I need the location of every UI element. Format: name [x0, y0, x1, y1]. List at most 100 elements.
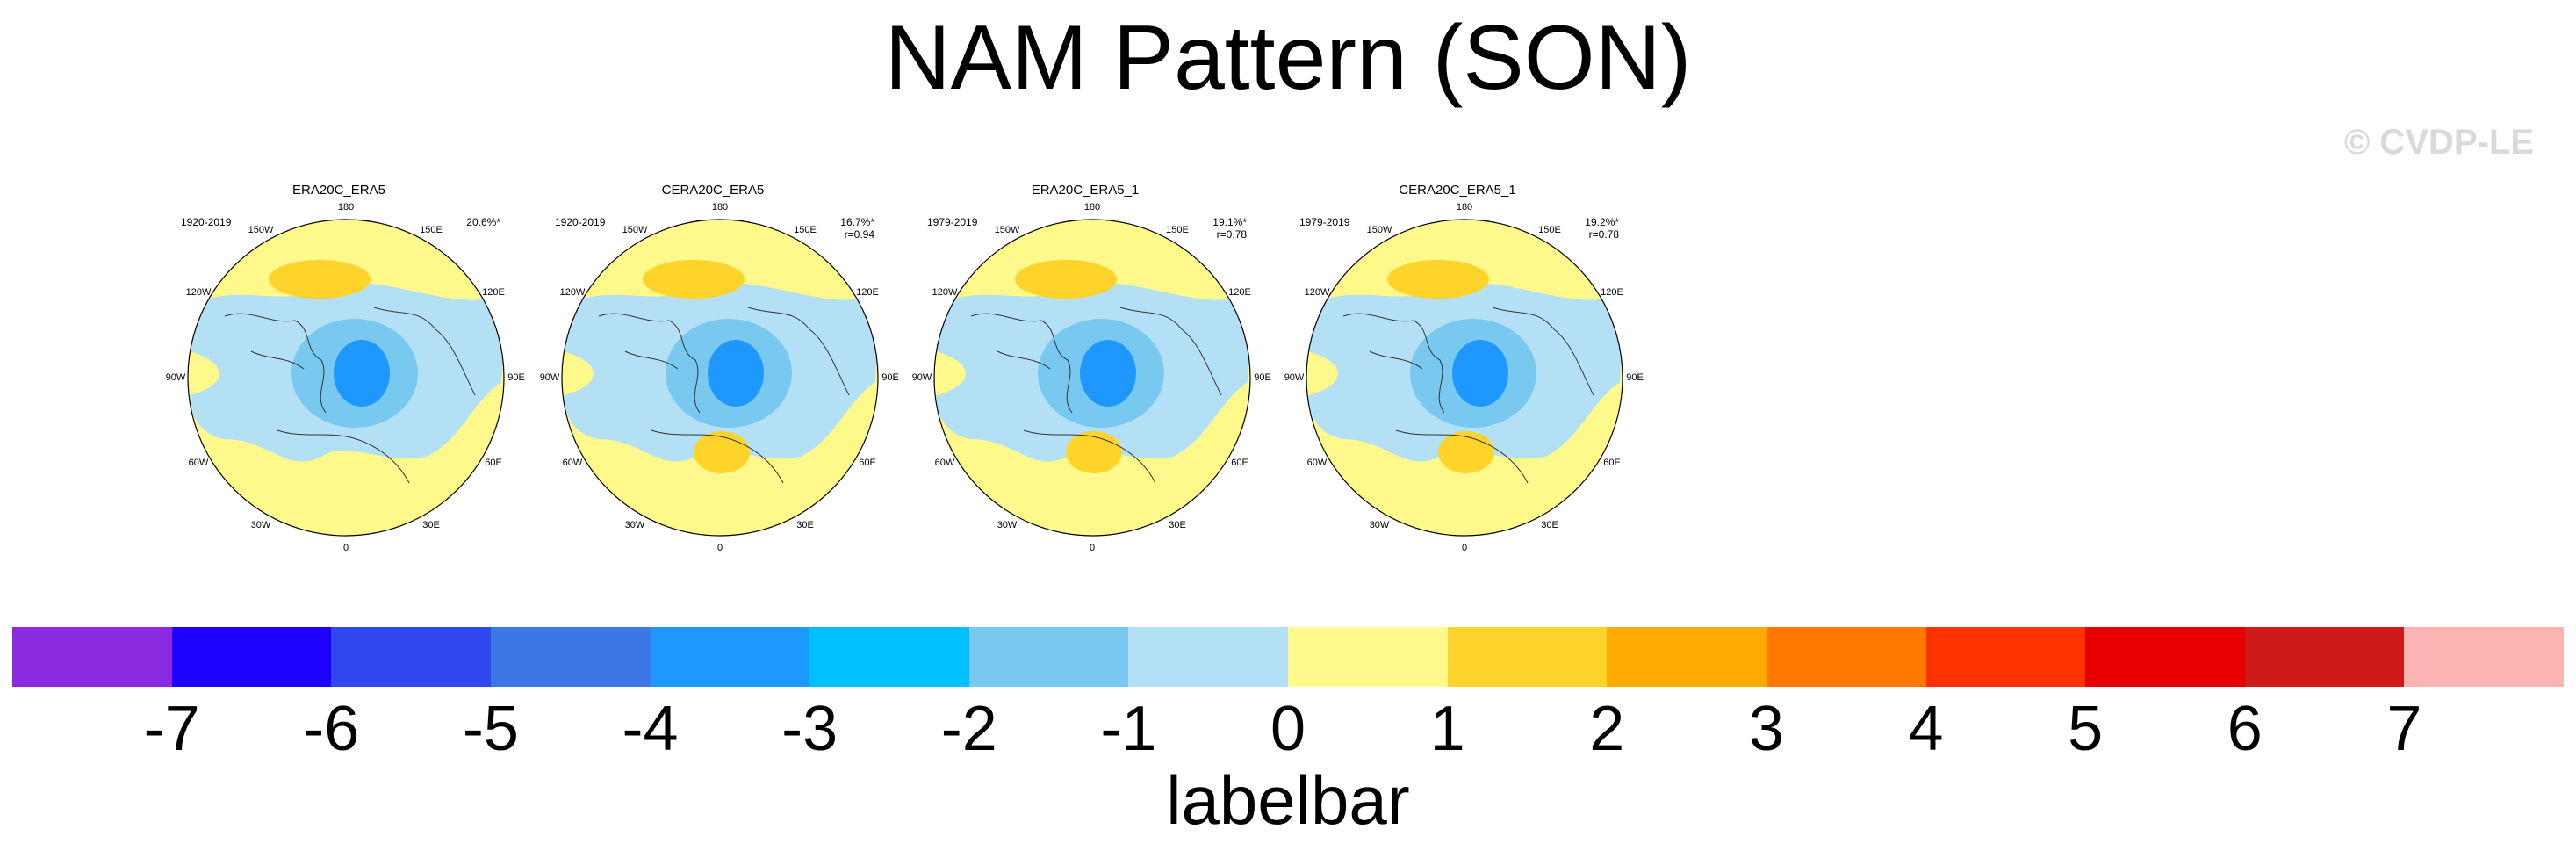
panel-period: 1979-2019: [927, 216, 978, 228]
pattern-correlation: r=0.78: [1588, 228, 1619, 241]
colorbar-tick-label: -4: [622, 694, 679, 764]
longitude-label: 150E: [420, 224, 443, 235]
pattern-correlation: r=0.78: [1216, 228, 1247, 241]
longitude-label: 90W: [165, 372, 186, 383]
longitude-label: 150W: [248, 224, 274, 235]
longitude-label: 120E: [1228, 287, 1251, 298]
longitude-label: 30E: [422, 520, 440, 530]
longitude-label: 180: [711, 202, 729, 213]
negative-anomaly-core: [1080, 340, 1136, 407]
colorbar-tick-label: -3: [781, 694, 838, 764]
longitude-label: 30W: [997, 520, 1018, 530]
map-panel: ERA20C_ERA5_1 1979-2019 19.1%* r=0.78 180 150…: [912, 176, 1287, 553]
panel-stats: 19.1%* r=0.78: [1212, 216, 1247, 241]
colorbar-tick-label: 5: [2068, 694, 2104, 764]
longitude-label: 150W: [1366, 224, 1392, 235]
panel-title: CERA20C_ERA5: [661, 183, 765, 198]
colorbar-segment: [490, 627, 651, 687]
colorbar-tick-label: 1: [1429, 694, 1465, 764]
colorbar-tick-label: 7: [2386, 694, 2422, 764]
map-boundary: [187, 219, 505, 537]
map-boundary: [933, 219, 1251, 537]
longitude-label: 120E: [1601, 287, 1623, 298]
explained-variance: 20.6%*: [466, 216, 500, 228]
longitude-label: 150W: [994, 224, 1020, 235]
panel-title: ERA20C_ERA5: [292, 183, 385, 198]
positive-anomaly-region: [643, 260, 745, 299]
longitude-label: 60W: [934, 458, 955, 468]
longitude-label: 120E: [482, 287, 505, 298]
map-panel: CERA20C_ERA5_1 1979-2019 19.2%* r=0.78 180 15…: [1284, 176, 1659, 553]
colorbar-segment: [2244, 627, 2405, 687]
panel-title: ERA20C_ERA5_1: [1031, 183, 1140, 198]
positive-anomaly-region: [1066, 431, 1122, 473]
colorbar-tick-label: 6: [2227, 694, 2263, 764]
longitude-label: 30E: [796, 520, 814, 530]
longitude-label: 30W: [250, 520, 271, 530]
negative-anomaly-core: [708, 340, 764, 407]
colorbar-tick-label: -5: [462, 694, 519, 764]
longitude-label: 90E: [507, 372, 525, 383]
colorbar-tick-label: -6: [303, 694, 360, 764]
longitude-label: 150W: [622, 224, 648, 235]
longitude-label: 180: [337, 202, 355, 213]
colorbar-segment: [1766, 627, 1926, 687]
longitude-label: 60E: [485, 458, 502, 468]
coastline: [970, 307, 1222, 484]
figure-title: NAM Pattern (SON): [884, 7, 1692, 109]
colorbar-ticks: -7 -6 -5 -4 -3 -2 -1 0 1 2 3 4 5 6 7: [12, 694, 2564, 764]
positive-anomaly-region: [1438, 431, 1494, 473]
panel-period: 1920-2019: [555, 216, 606, 228]
colorbar-segment: [968, 627, 1129, 687]
longitude-label: 60E: [1231, 458, 1248, 468]
colorbar-segment: [1925, 627, 2086, 687]
longitude-label: 150E: [794, 224, 817, 235]
coastline: [1342, 307, 1594, 484]
longitude-label: 120W: [1304, 287, 1330, 298]
polar-map: [1306, 219, 1623, 537]
colorbar-segment: [2085, 627, 2245, 687]
explained-variance: 19.2%*: [1585, 216, 1619, 228]
panel-title: CERA20C_ERA5_1: [1399, 183, 1516, 198]
coastline: [598, 307, 850, 484]
colorbar-segment: [12, 627, 172, 687]
longitude-label: 60E: [859, 458, 876, 468]
longitude-label: 60E: [1603, 458, 1621, 468]
positive-anomaly-region: [269, 260, 371, 299]
longitude-label: 0: [342, 543, 349, 553]
longitude-label: 180: [1083, 202, 1101, 213]
longitude-label: 30E: [1169, 520, 1186, 530]
colorbar-segment: [2404, 627, 2564, 687]
positive-anomaly-region: [1015, 260, 1117, 299]
colorbar-segment: [1607, 627, 1767, 687]
longitude-label: 120W: [932, 287, 958, 298]
longitude-label: 30W: [624, 520, 645, 530]
longitude-label: 120E: [856, 287, 879, 298]
longitude-label: 180: [1456, 202, 1473, 213]
explained-variance: 16.7%*: [840, 216, 874, 228]
longitude-label: 90E: [1626, 372, 1644, 383]
colorbar-tick-label: 0: [1270, 694, 1306, 764]
panel-period: 1920-2019: [181, 216, 232, 228]
colorbar-tick-label: 2: [1589, 694, 1625, 764]
colorbar-segment: [650, 627, 810, 687]
longitude-label: 30E: [1541, 520, 1558, 530]
colorbar-label: labelbar: [1166, 761, 1410, 839]
longitude-label: 90E: [881, 372, 899, 383]
longitude-label: 60W: [562, 458, 583, 468]
explained-variance: 19.1%*: [1212, 216, 1247, 228]
negative-anomaly-core: [334, 340, 390, 407]
map-boundary: [1306, 219, 1623, 537]
map-boundary: [561, 219, 879, 537]
longitude-label: 120W: [559, 287, 586, 298]
colorbar-segment: [1128, 627, 1288, 687]
pattern-correlation: r=0.94: [844, 228, 874, 241]
longitude-label: 30W: [1369, 520, 1390, 530]
credit-watermark: © CVDP-LE: [2343, 123, 2534, 162]
polar-map: [187, 219, 505, 537]
polar-map: [933, 219, 1251, 537]
colorbar-segment: [331, 627, 491, 687]
longitude-label: 120W: [185, 287, 212, 298]
colorbar-tick-label: 4: [1908, 694, 1944, 764]
colorbar-segment: [809, 627, 969, 687]
